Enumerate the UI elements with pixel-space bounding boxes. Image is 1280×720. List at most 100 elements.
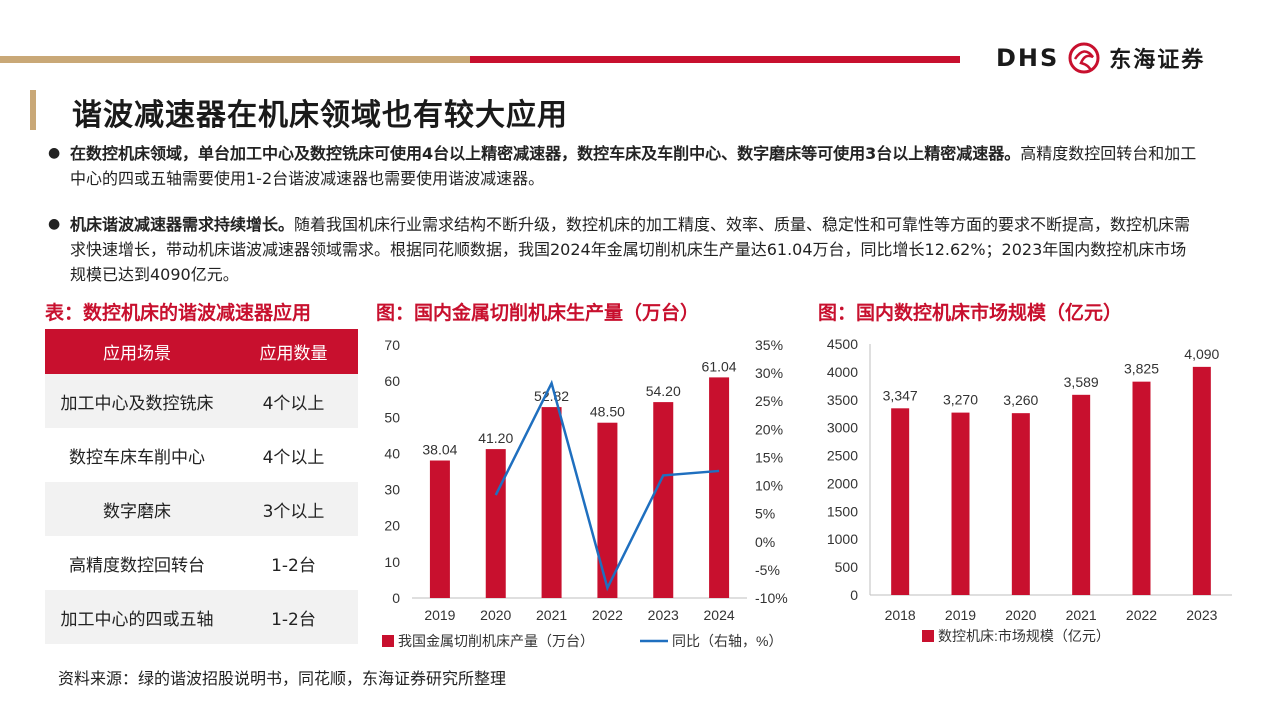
bullet-dot-icon: ● (48, 145, 61, 161)
y-tick-label: 50 (384, 409, 400, 425)
y-tick-label: 0 (392, 590, 400, 606)
table-header-scene: 应用场景 (45, 329, 229, 374)
y2-tick-label: 15% (755, 449, 783, 465)
y-tick-label: 2000 (827, 475, 858, 491)
y-tick-label: 60 (384, 373, 400, 389)
y-tick-label: 1500 (827, 503, 858, 519)
legend-bar-swatch (382, 635, 394, 647)
x-tick-label: 2020 (480, 607, 511, 623)
data-label: 61.04 (702, 358, 737, 374)
y-tick-label: 1000 (827, 531, 858, 547)
data-label: 3,589 (1064, 374, 1099, 390)
x-tick-label: 2021 (1066, 607, 1097, 623)
bullet-2-bold: 机床谐波减速器需求持续增长。 (70, 215, 295, 234)
y-tick-label: 30 (384, 482, 400, 498)
bar (1011, 413, 1030, 595)
chart2-caption: 图：国内数控机床市场规模（亿元） (818, 302, 1123, 324)
data-label: 3,825 (1124, 361, 1159, 377)
chart1-caption: 图：国内金属切削机床生产量（万台） (376, 302, 700, 324)
bar (891, 408, 910, 595)
y2-tick-label: 10% (755, 478, 783, 494)
header-bar (0, 56, 960, 63)
y-tick-label: 4500 (827, 336, 858, 352)
bar (709, 377, 730, 598)
x-tick-label: 2022 (592, 607, 623, 623)
table-row: 数字磨床 3个以上 (45, 482, 358, 536)
legend-line-label: 同比（右轴，%） (672, 633, 782, 649)
company-logo: DHS 东海证券 (996, 38, 1205, 78)
legend-bar-label: 数控机床:市场规模（亿元） (938, 628, 1110, 644)
y-tick-label: 4000 (827, 364, 858, 380)
bar (541, 407, 562, 598)
y2-tick-label: -10% (755, 590, 788, 606)
table-header-row: 应用场景 应用数量 (45, 329, 358, 374)
application-table: 应用场景 应用数量 加工中心及数控铣床 4个以上 数控车床车削中心 4个以上 数… (45, 329, 358, 644)
page-title: 谐波减速器在机床领域也有较大应用 (72, 98, 568, 133)
data-label: 52.82 (534, 388, 569, 404)
y2-tick-label: 20% (755, 421, 783, 437)
bar (485, 449, 506, 598)
machine-tool-output-chart: 0 10 20 30 40 50 60 70 -10% -5% 0% 5% 10% 15% 20% 25% 30… (382, 337, 788, 649)
data-label: 54.20 (646, 383, 681, 399)
bar (597, 422, 618, 598)
table-cell: 数字磨床 (45, 482, 229, 536)
data-label: 4,090 (1184, 346, 1219, 362)
data-label: 3,260 (1003, 392, 1038, 408)
data-label: 3,347 (883, 387, 918, 403)
table-row: 加工中心及数控铣床 4个以上 (45, 374, 358, 428)
table-cell: 4个以上 (262, 447, 325, 468)
table-row: 高精度数控回转台 1-2台 (45, 536, 358, 590)
y-tick-label: 2500 (827, 448, 858, 464)
table-cell: 1-2台 (271, 555, 316, 576)
legend-bar-label: 我国金属切削机床产量（万台） (398, 633, 594, 649)
y-tick-label: 20 (384, 518, 400, 534)
data-label: 48.50 (590, 404, 625, 420)
logo-text: DHS (996, 44, 1060, 72)
table-cell: 1-2台 (229, 590, 358, 644)
header-bar-tan (0, 56, 470, 63)
bullet-1-bold: 在数控机床领域，单台加工中心及数控铣床可使用4台以上精密减速器，数控车床及车削中… (70, 144, 1021, 163)
y2-tick-label: 5% (755, 506, 775, 522)
y-tick-label: 500 (835, 559, 859, 575)
table-cell: 高精度数控回转台 (69, 555, 205, 576)
table-caption: 表：数控机床的谐波减速器应用 (45, 302, 312, 324)
data-label: 41.20 (478, 430, 513, 446)
bullet-2: ● 机床谐波减速器需求持续增长。随着我国机床行业需求结构不断升级，数控机床的加工… (48, 212, 1198, 287)
bullet-2-text: 随着我国机床行业需求结构不断升级，数控机床的加工精度、效率、质量、稳定性和可靠性… (70, 215, 1191, 284)
table-row: 加工中心的四或五轴 1-2台 (45, 590, 358, 644)
y2-tick-label: -5% (755, 562, 780, 578)
y-tick-label: 3500 (827, 392, 858, 408)
dragon-emblem-icon (1068, 42, 1100, 74)
logo-cn: 东海证券 (1109, 48, 1206, 73)
x-tick-label: 2022 (1126, 607, 1157, 623)
bullet-dot-icon: ● (48, 216, 61, 232)
bullet-1-text: 高精度数控回转台和加工中心的四或五轴需要使用1-2台谐波减速器也需要使用谐波减速… (70, 144, 1197, 188)
y-tick-label: 70 (384, 337, 400, 353)
x-tick-label: 2019 (945, 607, 976, 623)
y-tick-label: 3000 (827, 420, 858, 436)
x-tick-label: 2023 (648, 607, 679, 623)
bar (951, 412, 970, 595)
x-tick-label: 2024 (704, 607, 735, 623)
table-cell: 数控车床车削中心 (69, 447, 205, 468)
bar (429, 460, 450, 598)
x-tick-label: 2020 (1005, 607, 1036, 623)
table-header-count: 应用数量 (229, 329, 358, 374)
yoy-line (494, 379, 720, 592)
bullet-1: ● 在数控机床领域，单台加工中心及数控铣床可使用4台以上精密减速器，数控车床及车… (48, 141, 1198, 191)
table-cell: 加工中心及数控铣床 (45, 374, 229, 428)
table-cell: 3个以上 (229, 482, 358, 536)
bar (1192, 366, 1211, 595)
data-label: 3,270 (943, 392, 978, 408)
data-label: 38.04 (422, 442, 457, 458)
source-note: 资料来源：绿的谐波招股说明书，同花顺，东海证券研究所整理 (58, 669, 507, 688)
header-bar-red (470, 56, 960, 63)
x-tick-label: 2018 (885, 607, 916, 623)
bar (653, 402, 674, 598)
table-cell: 加工中心的四或五轴 (45, 590, 229, 644)
y2-tick-label: 0% (755, 534, 775, 550)
y2-tick-label: 30% (755, 365, 783, 381)
y2-tick-label: 35% (755, 337, 783, 353)
y-tick-label: 40 (384, 445, 400, 461)
x-tick-label: 2019 (424, 607, 455, 623)
